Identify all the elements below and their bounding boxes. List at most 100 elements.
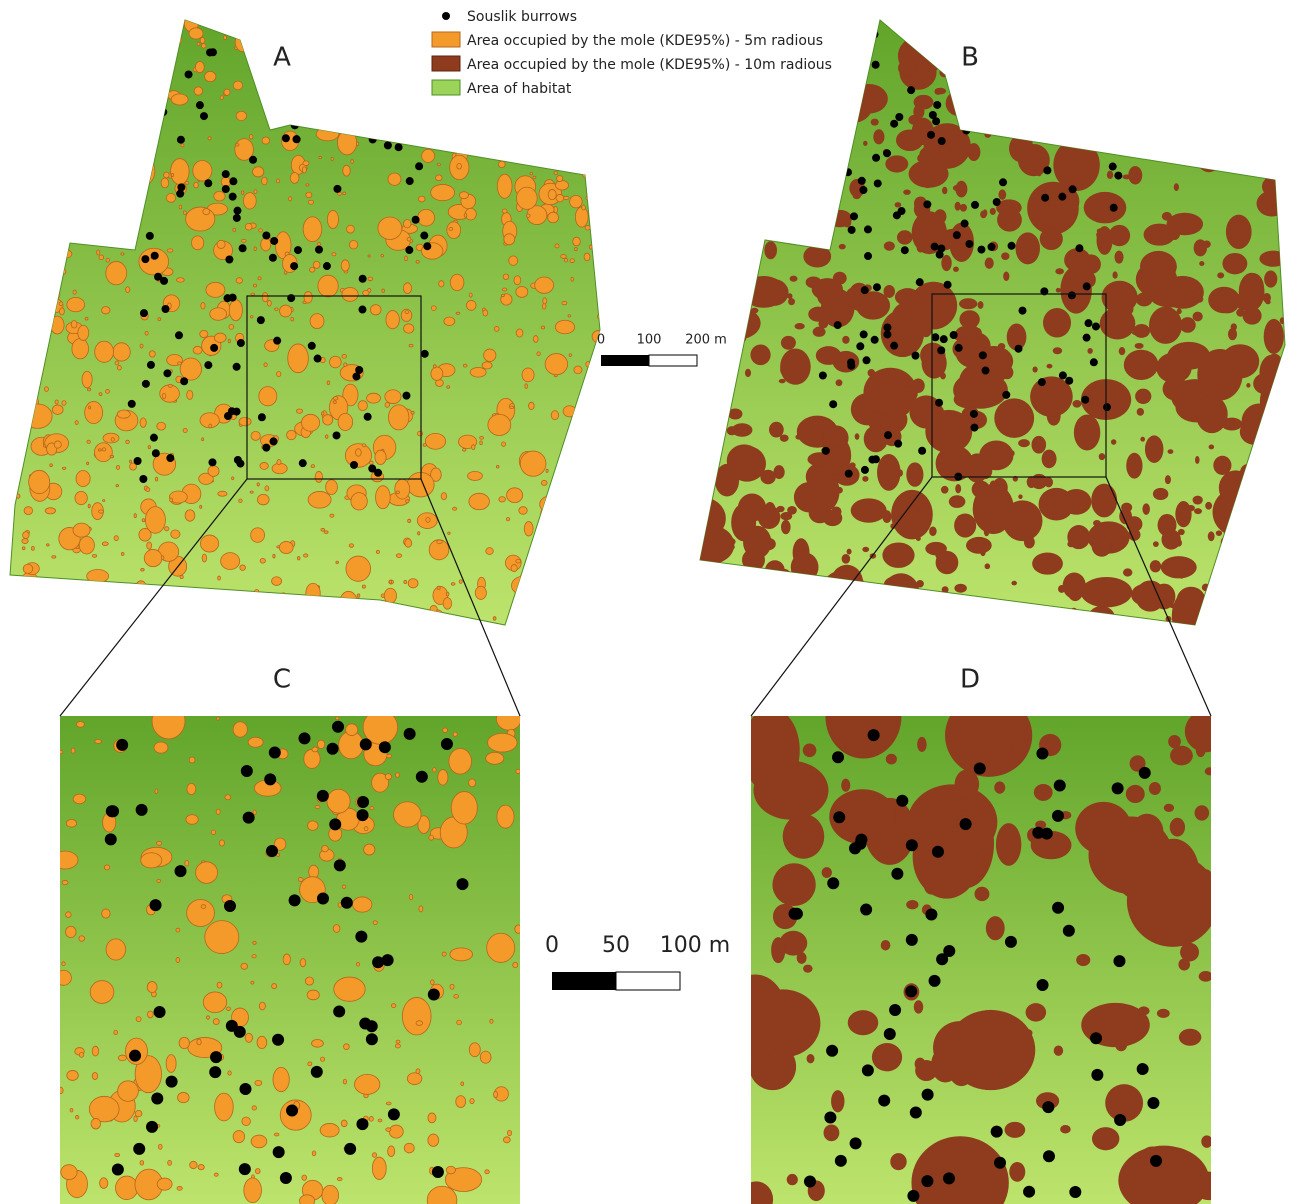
mole-area	[1161, 556, 1197, 578]
mole-area	[1225, 32, 1256, 51]
mole-area	[574, 93, 577, 97]
mole-area	[881, 940, 891, 951]
mole-area	[1092, 536, 1112, 557]
mole-area	[23, 564, 33, 573]
mole-area	[1193, 411, 1202, 418]
burrow	[1114, 172, 1122, 180]
mole-area	[781, 336, 796, 350]
mole-area	[1030, 132, 1041, 140]
mole-area	[301, 617, 305, 621]
mole-area	[903, 341, 914, 353]
mole-area	[334, 977, 365, 1001]
mole-area	[709, 133, 715, 139]
mole-area	[1055, 268, 1064, 274]
mole-area	[416, 260, 419, 263]
mole-area	[587, 404, 590, 407]
mole-area	[574, 366, 582, 374]
mole-area	[120, 111, 126, 117]
mole-area	[423, 444, 426, 447]
mole-area	[498, 161, 505, 167]
mole-area	[189, 28, 203, 39]
burrow	[937, 245, 945, 253]
mole-area	[375, 450, 386, 464]
mole-area	[1134, 46, 1159, 67]
mole-area	[457, 1020, 462, 1025]
mole-area	[1018, 439, 1030, 447]
burrow	[421, 89, 429, 97]
burrow	[907, 1190, 919, 1202]
burrow	[133, 1143, 145, 1155]
mole-area	[58, 1087, 64, 1093]
mole-area	[1111, 439, 1116, 445]
mole-area	[91, 209, 99, 215]
mole-area	[1157, 1009, 1170, 1018]
mole-area	[341, 86, 351, 94]
mole-area	[298, 878, 303, 882]
burrow	[333, 84, 341, 92]
mole-area	[43, 29, 47, 32]
mole-area	[28, 99, 34, 109]
mole-area	[1140, 251, 1177, 282]
mole-area	[738, 96, 743, 102]
mole-area	[207, 1016, 210, 1019]
mole-area	[548, 212, 559, 223]
mole-area	[122, 156, 131, 170]
mole-area	[797, 130, 814, 141]
mole-area	[525, 586, 528, 589]
mole-area	[1182, 54, 1187, 60]
mole-area	[891, 301, 931, 335]
burrow	[864, 252, 872, 260]
mole-area	[26, 154, 38, 167]
mole-area	[358, 116, 362, 119]
burrow	[1042, 1101, 1054, 1113]
mole-area	[175, 590, 181, 595]
mole-area	[946, 1010, 1035, 1090]
burrow	[906, 934, 918, 946]
mole-area	[168, 384, 172, 387]
mole-area	[290, 172, 299, 183]
mole-area	[105, 100, 109, 107]
mole-area	[309, 86, 313, 88]
mole-area	[89, 25, 103, 34]
legend-swatch	[432, 32, 460, 47]
mole-area	[1153, 584, 1176, 610]
mole-area	[113, 77, 126, 96]
mole-area	[197, 42, 200, 45]
mole-area	[1153, 488, 1169, 500]
mole-area	[543, 569, 551, 580]
mole-area	[150, 151, 156, 155]
mole-area	[391, 1004, 396, 1008]
mole-area	[146, 488, 150, 492]
mole-area	[244, 1178, 262, 1203]
mole-area	[338, 17, 352, 34]
mole-area	[260, 462, 268, 469]
mole-area	[236, 111, 246, 120]
mole-area	[158, 1144, 162, 1149]
burrow	[991, 1126, 1003, 1138]
mole-area	[456, 1096, 466, 1108]
mole-area	[250, 491, 253, 493]
mole-area	[343, 192, 346, 195]
mole-area	[585, 584, 588, 587]
mole-area	[356, 449, 362, 457]
burrow	[421, 350, 429, 358]
mole-area	[1125, 97, 1144, 117]
mole-area	[728, 268, 733, 274]
mole-area	[442, 952, 446, 956]
mole-area	[193, 160, 212, 181]
burrow	[1041, 194, 1049, 202]
burrow	[249, 156, 257, 164]
mole-area	[826, 205, 832, 214]
mole-area	[516, 287, 528, 298]
mole-area	[1137, 408, 1144, 416]
burrow	[406, 177, 414, 185]
mole-area	[1158, 514, 1177, 536]
mole-area	[555, 181, 568, 191]
mole-area	[283, 73, 288, 81]
mole-area	[69, 116, 72, 119]
burrow	[270, 437, 278, 445]
mole-area	[1238, 593, 1281, 620]
mole-area	[764, 241, 777, 259]
burrow	[428, 989, 440, 1001]
mole-area	[255, 1169, 260, 1174]
